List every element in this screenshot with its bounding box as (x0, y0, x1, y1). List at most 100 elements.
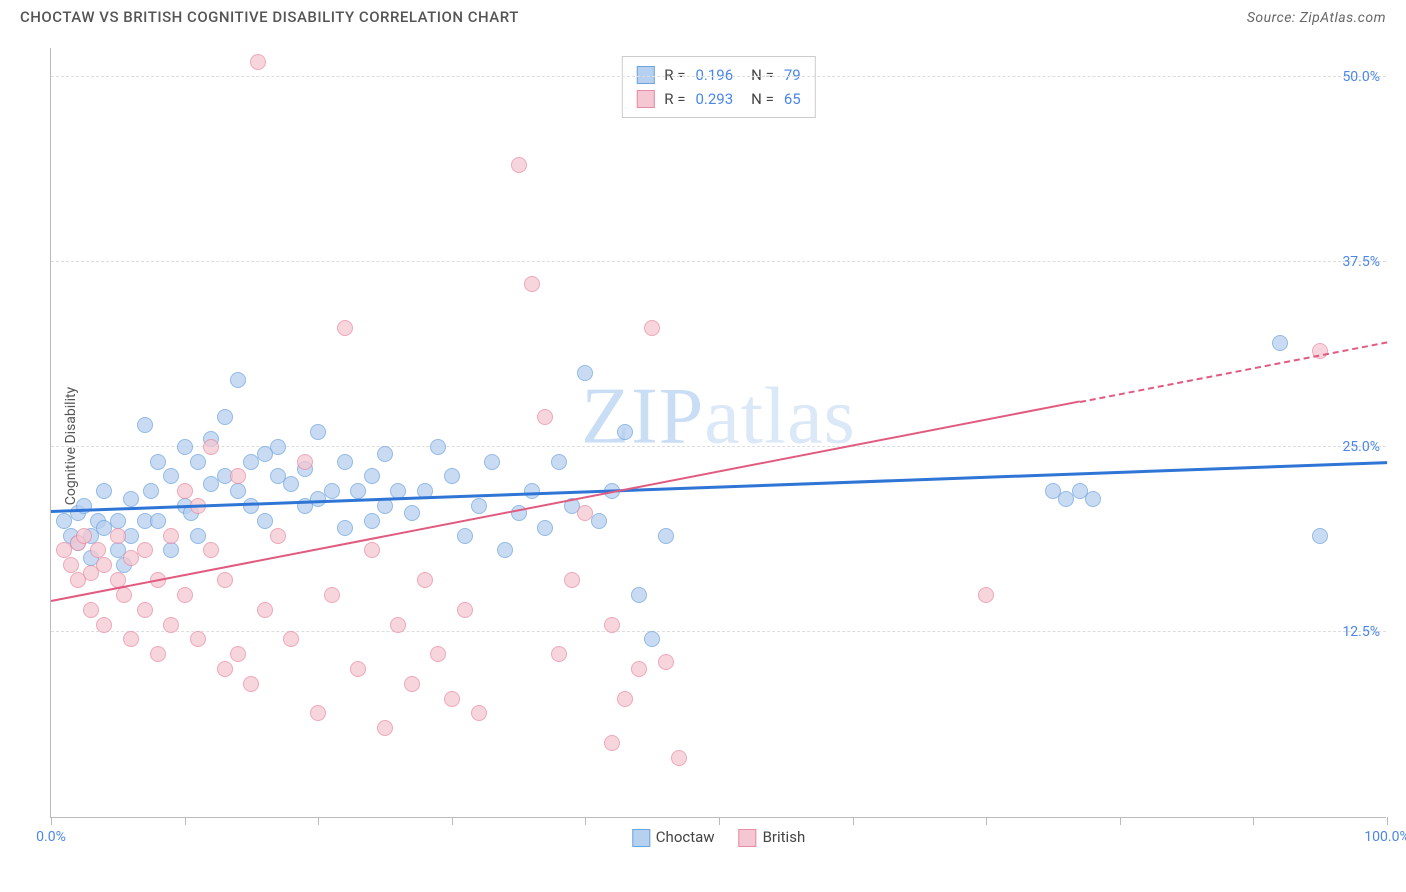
data-point (217, 409, 233, 425)
data-point (243, 676, 259, 692)
x-tick (585, 817, 586, 825)
data-point (497, 542, 513, 558)
data-point (96, 557, 112, 573)
data-point (524, 276, 540, 292)
x-tick (51, 817, 52, 825)
series-legend: ChoctawBritish (632, 828, 805, 847)
data-point (324, 483, 340, 499)
data-point (631, 661, 647, 677)
data-point (430, 439, 446, 455)
data-point (551, 454, 567, 470)
data-point (143, 483, 159, 499)
data-point (644, 631, 660, 647)
data-point (283, 476, 299, 492)
x-tick (719, 817, 720, 825)
x-tick (1120, 817, 1121, 825)
data-point (203, 542, 219, 558)
data-point (324, 587, 340, 603)
data-point (163, 617, 179, 633)
data-point (177, 587, 193, 603)
title-bar: CHOCTAW VS BRITISH COGNITIVE DISABILITY … (0, 0, 1406, 30)
data-point (1085, 491, 1101, 507)
data-point (250, 54, 266, 70)
data-point (270, 528, 286, 544)
data-point (137, 542, 153, 558)
data-point (270, 439, 286, 455)
gridline (51, 446, 1386, 447)
data-point (243, 498, 259, 514)
x-tick (1387, 817, 1388, 825)
data-point (364, 513, 380, 529)
x-tick (452, 817, 453, 825)
y-tick-label: 25.0% (1342, 439, 1380, 455)
data-point (471, 498, 487, 514)
x-tick (1253, 817, 1254, 825)
data-point (76, 528, 92, 544)
gridline (51, 261, 1386, 262)
data-point (471, 705, 487, 721)
data-point (377, 446, 393, 462)
watermark: ZIPatlas (581, 372, 856, 463)
data-point (417, 572, 433, 588)
data-point (217, 661, 233, 677)
data-point (537, 409, 553, 425)
data-point (604, 617, 620, 633)
data-point (364, 468, 380, 484)
data-point (457, 528, 473, 544)
data-point (110, 513, 126, 529)
data-point (577, 505, 593, 521)
data-point (564, 572, 580, 588)
data-point (337, 454, 353, 470)
data-point (404, 505, 420, 521)
y-tick-label: 12.5% (1342, 624, 1380, 640)
x-tick (318, 817, 319, 825)
data-point (577, 365, 593, 381)
data-point (484, 454, 500, 470)
data-point (217, 572, 233, 588)
data-point (63, 557, 79, 573)
data-point (617, 424, 633, 440)
data-point (190, 631, 206, 647)
data-point (163, 468, 179, 484)
data-point (203, 439, 219, 455)
data-point (257, 513, 273, 529)
data-point (604, 735, 620, 751)
x-tick (986, 817, 987, 825)
y-tick-label: 50.0% (1342, 69, 1380, 85)
correlation-legend: R =0.196N =79R =0.293N =65 (621, 56, 815, 118)
data-point (230, 483, 246, 499)
data-point (190, 528, 206, 544)
data-point (617, 691, 633, 707)
data-point (83, 602, 99, 618)
data-point (110, 528, 126, 544)
data-point (337, 320, 353, 336)
y-tick-label: 37.5% (1342, 254, 1380, 270)
x-tick-label: 0.0% (36, 829, 66, 845)
data-point (1312, 528, 1328, 544)
data-point (230, 646, 246, 662)
data-point (978, 587, 994, 603)
data-point (537, 520, 553, 536)
data-point (96, 483, 112, 499)
source-label: Source: ZipAtlas.com (1247, 10, 1386, 26)
legend-item: Choctaw (632, 828, 715, 847)
data-point (337, 520, 353, 536)
data-point (90, 542, 106, 558)
data-point (658, 654, 674, 670)
data-point (137, 417, 153, 433)
x-tick-label: 100.0% (1364, 829, 1406, 845)
data-point (230, 372, 246, 388)
data-point (123, 491, 139, 507)
legend-swatch (739, 829, 757, 847)
x-tick (853, 817, 854, 825)
data-point (116, 587, 132, 603)
data-point (283, 631, 299, 647)
data-point (390, 617, 406, 633)
data-point (457, 602, 473, 618)
data-point (444, 468, 460, 484)
data-point (404, 676, 420, 692)
scatter-chart: ZIPatlas R =0.196N =79R =0.293N =65 Choc… (50, 48, 1386, 818)
data-point (430, 646, 446, 662)
data-point (96, 617, 112, 633)
data-point (163, 542, 179, 558)
